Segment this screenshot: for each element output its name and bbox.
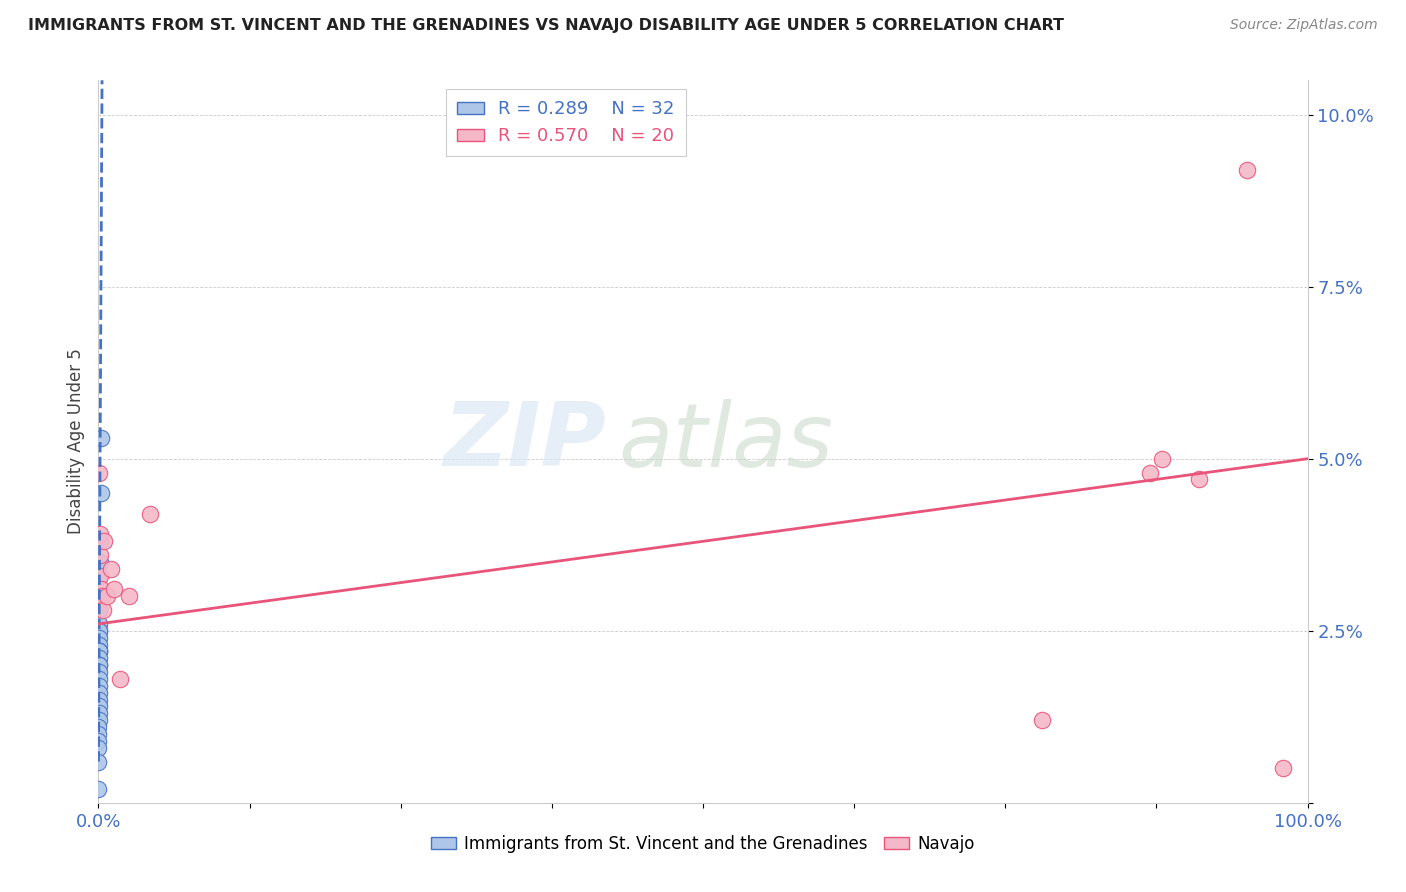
Point — [91, 590, 114, 604]
Point — [1031, 713, 1053, 727]
Point — [87, 734, 110, 748]
Point — [87, 727, 110, 741]
Point — [90, 486, 112, 500]
Point — [87, 651, 110, 665]
Point — [87, 631, 110, 645]
Point — [90, 431, 112, 445]
Point — [87, 658, 110, 673]
Point — [87, 782, 110, 797]
Point — [89, 548, 111, 562]
Point — [1272, 761, 1295, 775]
Text: ZIP: ZIP — [443, 398, 606, 485]
Point — [87, 658, 110, 673]
Point — [1139, 466, 1161, 480]
Point — [87, 713, 110, 727]
Point — [87, 740, 110, 755]
Point — [93, 534, 115, 549]
Point — [87, 692, 110, 706]
Point — [89, 568, 111, 582]
Point — [89, 534, 111, 549]
Point — [91, 603, 114, 617]
Point — [87, 590, 110, 604]
Text: Source: ZipAtlas.com: Source: ZipAtlas.com — [1230, 18, 1378, 32]
Point — [118, 590, 141, 604]
Point — [87, 644, 110, 658]
Point — [87, 679, 110, 693]
Point — [87, 665, 110, 679]
Point — [87, 616, 110, 631]
Point — [87, 644, 110, 658]
Point — [87, 699, 110, 714]
Point — [89, 568, 111, 582]
Point — [90, 582, 112, 597]
Point — [139, 507, 162, 521]
Text: atlas: atlas — [619, 399, 834, 484]
Point — [1152, 451, 1174, 466]
Point — [100, 562, 122, 576]
Point — [89, 527, 111, 541]
Point — [96, 590, 118, 604]
Point — [89, 466, 111, 480]
Point — [87, 624, 110, 638]
Point — [108, 672, 131, 686]
Y-axis label: Disability Age Under 5: Disability Age Under 5 — [66, 349, 84, 534]
Point — [87, 644, 110, 658]
Point — [87, 755, 110, 769]
Point — [89, 555, 111, 569]
Text: IMMIGRANTS FROM ST. VINCENT AND THE GRENADINES VS NAVAJO DISABILITY AGE UNDER 5 : IMMIGRANTS FROM ST. VINCENT AND THE GREN… — [28, 18, 1064, 33]
Point — [103, 582, 125, 597]
Point — [87, 603, 110, 617]
Point — [87, 672, 110, 686]
Point — [1236, 162, 1258, 177]
Point — [87, 720, 110, 734]
Point — [87, 686, 110, 700]
Legend: Immigrants from St. Vincent and the Grenadines, Navajo: Immigrants from St. Vincent and the Gren… — [425, 828, 981, 860]
Point — [1188, 472, 1211, 486]
Point — [87, 638, 110, 652]
Point — [87, 706, 110, 721]
Point — [87, 624, 110, 638]
